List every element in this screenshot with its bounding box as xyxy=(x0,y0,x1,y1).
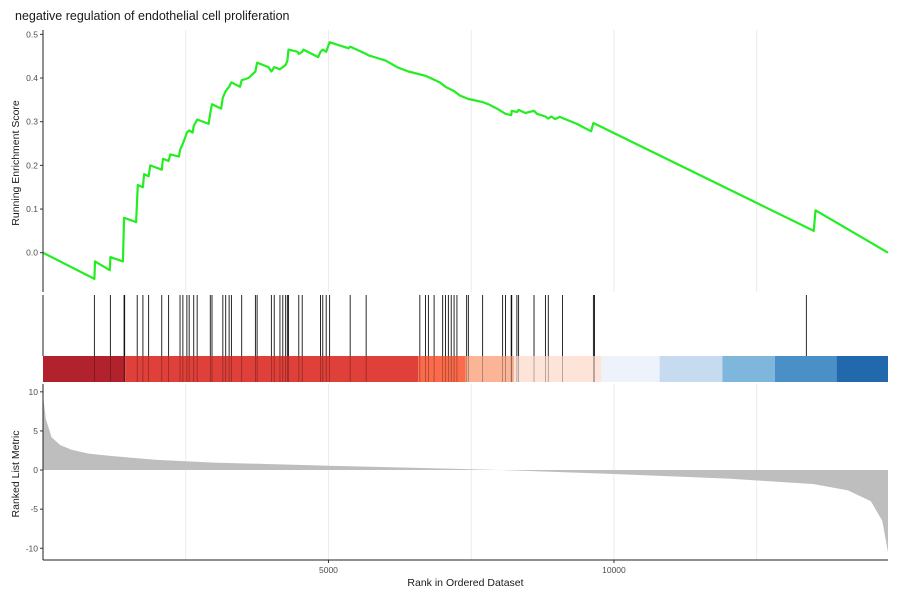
hits-panel xyxy=(43,295,888,382)
rank-gradient-segment xyxy=(514,356,602,382)
ranked-metric-panel xyxy=(43,395,888,553)
axis-labels: 0.0 0.1 0.2 0.3 0.4 0.5 Running Enrichment Sco… xyxy=(10,29,626,589)
y-tick-label: 0.5 xyxy=(26,29,38,39)
y-tick-label: 10 xyxy=(29,387,39,397)
y-tick-label: 5 xyxy=(33,426,38,436)
rank-gradient-segment xyxy=(659,356,723,382)
enrichment-line xyxy=(42,41,889,280)
rank-gradient-segment xyxy=(722,356,775,382)
rank-gradient-segment xyxy=(774,356,837,382)
x-axis-label: Rank in Ordered Dataset xyxy=(407,577,523,589)
y-tick-label: 0.1 xyxy=(26,204,38,214)
enrichment-y-label: Running Enrichment Score xyxy=(10,100,22,226)
enrichment-panel xyxy=(42,41,889,280)
rank-gradient-segment xyxy=(43,356,126,382)
rank-gradient-segment xyxy=(125,356,419,382)
rank-gradient-segment xyxy=(601,356,660,382)
axes xyxy=(40,30,888,563)
metric-y-label: Ranked List Metric xyxy=(10,431,22,518)
y-tick-label: 0 xyxy=(33,465,38,475)
y-tick-label: 0.4 xyxy=(26,73,38,83)
x-tick-label: 10000 xyxy=(602,565,626,575)
rank-gradient-segment xyxy=(465,356,515,382)
ranked-metric-area xyxy=(43,395,888,553)
rank-gradient-segment xyxy=(418,356,466,382)
y-tick-label: 0.2 xyxy=(26,160,38,170)
y-tick-label: -5 xyxy=(30,504,38,514)
y-tick-label: 0.3 xyxy=(26,117,38,127)
chart-title: negative regulation of endothelial cell … xyxy=(15,9,290,23)
rank-gradient-segment xyxy=(836,356,888,382)
y-tick-label: 0.0 xyxy=(26,248,38,258)
y-tick-label: -10 xyxy=(26,543,39,553)
x-tick-label: 5000 xyxy=(319,565,338,575)
